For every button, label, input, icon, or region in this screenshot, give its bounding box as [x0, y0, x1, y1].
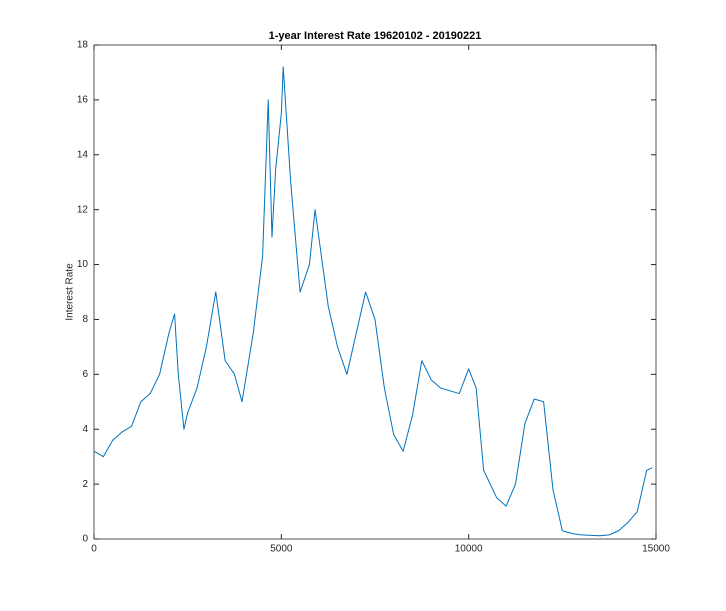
y-tick-label: 2: [82, 479, 88, 490]
y-tick-label: 6: [82, 369, 88, 380]
y-tick-label: 10: [77, 259, 89, 270]
y-axis-label: Interest Rate: [65, 263, 76, 321]
y-tick-label: 8: [82, 314, 88, 325]
chart-title: 1-year Interest Rate 19620102 - 20190221: [269, 30, 482, 42]
y-tick-label: 0: [82, 534, 88, 545]
x-tick-label: 15000: [642, 544, 670, 555]
x-tick-label: 0: [91, 544, 97, 555]
y-tick-label: 16: [77, 95, 89, 106]
y-tick-label: 18: [77, 40, 89, 51]
y-tick-label: 14: [77, 149, 89, 160]
y-tick-label: 4: [82, 424, 88, 435]
plot-box: [93, 44, 657, 540]
y-tick-label: 12: [77, 204, 89, 215]
x-tick-label: 5000: [270, 544, 293, 555]
x-tick-label: 10000: [455, 544, 483, 555]
data-line: [93, 66, 653, 537]
